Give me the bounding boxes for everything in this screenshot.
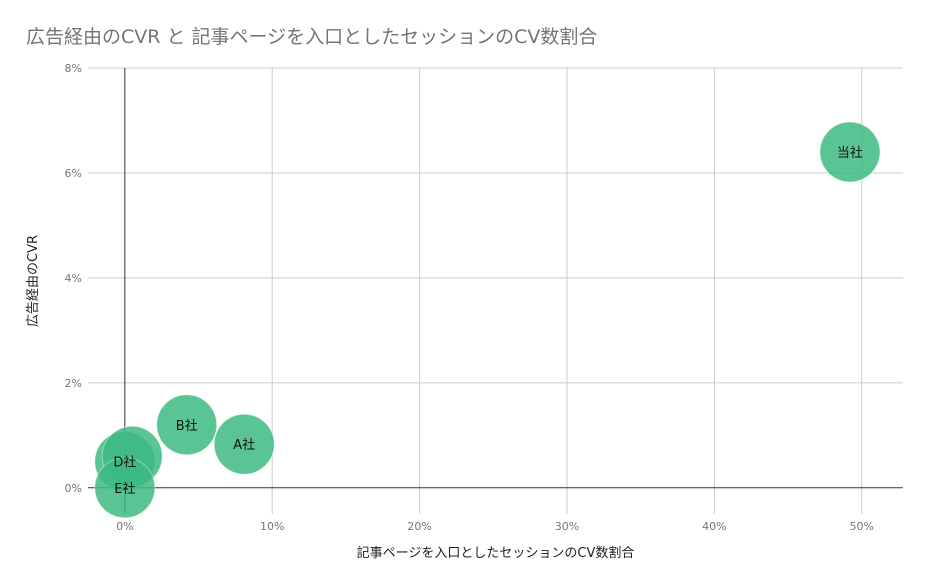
bubble-point — [213, 413, 275, 475]
x-tick-label: 30% — [555, 520, 579, 533]
y-tick-label: 8% — [65, 62, 82, 75]
y-axis-title: 広告経由のCVR — [26, 235, 41, 327]
bubble-label: 当社 — [837, 145, 863, 161]
x-tick-label: 20% — [407, 520, 431, 533]
x-axis-title: 記事ページを入口としたセッションのCV数割合 — [357, 545, 635, 561]
chart-title: 広告経由のCVR と 記事ページを入口としたセッションのCV数割合 — [26, 26, 598, 48]
bubble-label: E社 — [114, 481, 135, 497]
x-tick-label: 10% — [260, 520, 284, 533]
bubbles: 当社 A社 B社 D社 E社 — [94, 121, 881, 519]
y-tick-label: 4% — [65, 272, 82, 285]
bubble-point — [819, 121, 881, 183]
x-tick-label: 0% — [116, 520, 133, 533]
bubble-label: D社 — [113, 455, 136, 471]
axes — [88, 68, 903, 514]
grid-lines — [88, 67, 903, 514]
bubble-point — [94, 457, 156, 519]
x-tick-label: 40% — [702, 520, 726, 533]
x-tick-label: 50% — [850, 520, 874, 533]
bubble-label: B社 — [176, 418, 198, 434]
bubble-point — [156, 394, 218, 456]
bubble-label: A社 — [233, 437, 255, 453]
tick-labels: 0% 2% 4% 6% 8% 0% 10% 20% 30% 40% 50% — [65, 62, 874, 533]
y-tick-label: 6% — [65, 167, 82, 180]
y-tick-label: 2% — [65, 377, 82, 390]
y-tick-label: 0% — [65, 482, 82, 495]
